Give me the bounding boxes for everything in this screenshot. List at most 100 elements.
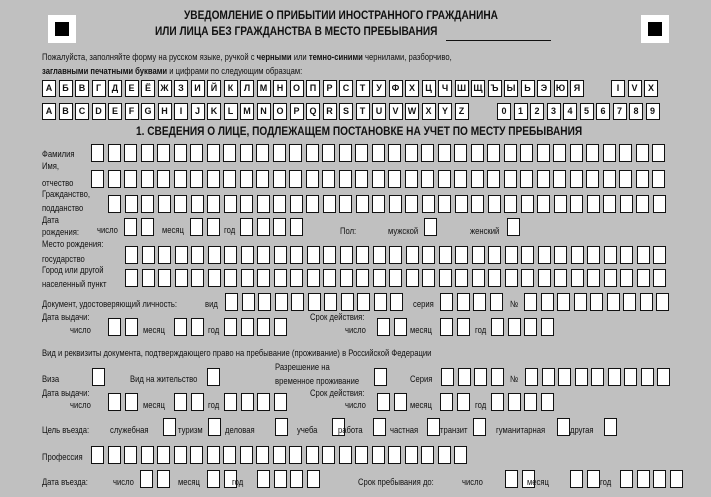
purpose-option-cell[interactable] <box>208 418 221 436</box>
permit-issued-year-cell[interactable] <box>257 393 270 411</box>
surname-cell[interactable] <box>239 144 253 162</box>
name-cell[interactable] <box>635 170 649 188</box>
citizenship-cell[interactable] <box>652 195 666 213</box>
permit-number-cell[interactable] <box>558 368 571 386</box>
permit-series-cell[interactable] <box>474 368 487 386</box>
entry-day-cell[interactable] <box>156 470 170 488</box>
surname-cell[interactable] <box>652 144 665 162</box>
birth-city-cell[interactable] <box>323 269 336 287</box>
surname-cell[interactable] <box>454 144 467 162</box>
permit-valid-year-cell[interactable] <box>491 393 504 411</box>
citizenship-cell[interactable] <box>289 195 303 213</box>
surname-cell[interactable] <box>404 144 418 162</box>
name-cell[interactable] <box>305 170 319 188</box>
birth-city-cell[interactable] <box>488 269 501 287</box>
doc-valid-month-cell[interactable] <box>440 318 453 336</box>
doc-number-cell[interactable] <box>524 293 537 311</box>
permit-number-cell[interactable] <box>657 368 670 386</box>
birth-city-cell[interactable] <box>141 269 155 287</box>
permit-valid-day-cell[interactable] <box>393 393 407 411</box>
permit-issued-month-cell[interactable] <box>190 393 204 411</box>
citizenship-cell[interactable] <box>421 195 435 213</box>
doc-series-cell[interactable] <box>473 293 486 311</box>
birth-city-cell[interactable] <box>372 269 386 287</box>
entry-month-cell[interactable] <box>207 470 220 488</box>
profession-cell[interactable] <box>239 446 253 464</box>
surname-cell[interactable] <box>305 144 319 162</box>
birth-city-cell[interactable] <box>339 269 353 287</box>
birth-state-cell[interactable] <box>653 246 666 264</box>
purpose-option-cell[interactable] <box>275 418 288 436</box>
name-cell[interactable] <box>520 170 533 188</box>
surname-cell[interactable] <box>470 144 484 162</box>
citizenship-cell[interactable] <box>372 195 385 213</box>
doc-number-cell[interactable] <box>573 293 587 311</box>
citizenship-cell[interactable] <box>471 195 484 213</box>
birth-city-cell[interactable] <box>191 269 204 287</box>
citizenship-cell[interactable] <box>405 195 418 213</box>
permit-issued-year-cell[interactable] <box>240 393 254 411</box>
doc-valid-year-cell[interactable] <box>491 318 504 336</box>
citizenship-cell[interactable] <box>619 195 633 213</box>
citizenship-cell[interactable] <box>190 195 204 213</box>
birth-state-cell[interactable] <box>224 246 237 264</box>
surname-cell[interactable] <box>520 144 533 162</box>
birth-state-cell[interactable] <box>570 246 584 264</box>
birth-state-cell[interactable] <box>537 246 551 264</box>
name-cell[interactable] <box>586 170 599 188</box>
citizenship-cell[interactable] <box>454 195 468 213</box>
birth-state-cell[interactable] <box>240 246 254 264</box>
birth-state-cell[interactable] <box>174 246 188 264</box>
surname-cell[interactable] <box>157 144 170 162</box>
birth-state-cell[interactable] <box>372 246 386 264</box>
profession-cell[interactable] <box>91 446 104 464</box>
birth-city-cell[interactable] <box>224 269 237 287</box>
profession-cell[interactable] <box>437 446 451 464</box>
citizenship-cell[interactable] <box>322 195 336 213</box>
citizenship-cell[interactable] <box>553 195 567 213</box>
birth-city-cell[interactable] <box>158 269 171 287</box>
birth-day-cell[interactable] <box>124 218 137 236</box>
doc-valid-month-cell[interactable] <box>456 318 470 336</box>
birth-state-cell[interactable] <box>422 246 435 264</box>
sex-male-cell[interactable] <box>424 218 437 236</box>
citizenship-cell[interactable] <box>273 195 286 213</box>
profession-cell[interactable] <box>338 446 352 464</box>
stay-month-cell[interactable] <box>586 470 600 488</box>
name-cell[interactable] <box>239 170 253 188</box>
profession-cell[interactable] <box>289 446 302 464</box>
profession-cell[interactable] <box>388 446 401 464</box>
purpose-option-cell[interactable] <box>604 418 617 436</box>
birth-state-cell[interactable] <box>471 246 485 264</box>
profession-cell[interactable] <box>305 446 319 464</box>
citizenship-cell[interactable] <box>141 195 154 213</box>
birth-city-cell[interactable] <box>306 269 320 287</box>
birth-day-cell[interactable] <box>140 218 154 236</box>
birth-state-cell[interactable] <box>438 246 452 264</box>
purpose-option-cell[interactable] <box>427 418 440 436</box>
doc-number-cell[interactable] <box>606 293 620 311</box>
surname-cell[interactable] <box>272 144 286 162</box>
citizenship-cell[interactable] <box>603 195 616 213</box>
citizenship-cell[interactable] <box>339 195 352 213</box>
permit-number-cell[interactable] <box>624 368 637 386</box>
birth-state-cell[interactable] <box>620 246 633 264</box>
surname-cell[interactable] <box>107 144 121 162</box>
birth-year-cell[interactable] <box>240 218 253 236</box>
birth-city-cell[interactable] <box>653 269 666 287</box>
birth-city-cell[interactable] <box>405 269 419 287</box>
doc-valid-year-cell[interactable] <box>507 318 521 336</box>
birth-city-cell[interactable] <box>455 269 468 287</box>
name-cell[interactable] <box>454 170 467 188</box>
profession-cell[interactable] <box>173 446 187 464</box>
birth-year-cell[interactable] <box>289 218 303 236</box>
surname-cell[interactable] <box>256 144 269 162</box>
profession-cell[interactable] <box>206 446 220 464</box>
surname-cell[interactable] <box>289 144 302 162</box>
citizenship-cell[interactable] <box>520 195 534 213</box>
doc-kind-cell[interactable] <box>373 293 387 311</box>
permit-number-cell[interactable] <box>525 368 538 386</box>
surname-cell[interactable] <box>602 144 616 162</box>
surname-cell[interactable] <box>487 144 500 162</box>
surname-cell[interactable] <box>223 144 236 162</box>
